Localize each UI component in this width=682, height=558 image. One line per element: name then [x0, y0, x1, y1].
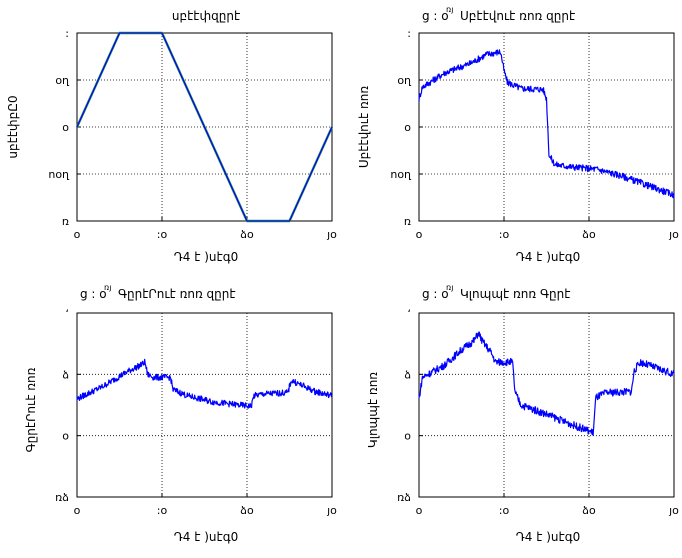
x-tick-label: o: [74, 228, 81, 241]
y-tick-label: o: [404, 121, 411, 134]
y-tick-label: ռ: [62, 215, 69, 228]
y-tick-label: o: [62, 121, 69, 134]
chart-title-superscript: ռյ: [104, 283, 111, 292]
series-line-0: [418, 331, 675, 436]
y-tick-label: ոօղ: [390, 168, 412, 181]
y-tick-label: ռ: [404, 215, 411, 228]
x-tick-label: յo: [668, 504, 679, 517]
chart-title-superscript: ռյ: [446, 5, 453, 14]
y-axis-label: Սբէէվուէ ռոռ: [357, 86, 371, 169]
x-tick-label: :o: [499, 504, 510, 517]
y-tick-label: o: [404, 430, 411, 443]
subplot-position: o :o ձo յo: օղ o ոօղ ռ սբէէփզըրէ Դ4 է )սէգ0 սբէ…: [6, 9, 337, 264]
x-tick-label: :o: [157, 504, 168, 517]
chart-title-prefix: g : o: [422, 287, 449, 301]
x-tick-label: ձo: [582, 228, 596, 241]
x-axis-label: Դ4 է )սէգ0: [174, 530, 238, 544]
y-tick-label: ձ: [62, 368, 69, 381]
x-tick-label: յo: [326, 228, 337, 241]
series-line-0: [76, 358, 333, 409]
y-axis-label: Կլոպպէ ռոռ: [366, 372, 380, 448]
y-tick-label: o: [62, 430, 69, 443]
x-axis-label: Դ4 է )սէգ0: [516, 530, 580, 544]
chart-title: ԳըրէՐուէ ռոռ զըրէ: [118, 287, 236, 301]
y-axis-label: ԳըրէՐուէ ռոռ: [24, 367, 38, 452]
chart-title-prefix: g : o: [80, 287, 107, 301]
y-tick-label: :: [65, 27, 69, 40]
y-tick-label: ոօղ: [48, 168, 70, 181]
x-tick-label: յo: [326, 504, 337, 517]
x-tick-label: ձo: [240, 504, 254, 517]
y-tick-label: ʻ: [66, 307, 70, 320]
x-tick-label: o: [74, 504, 81, 517]
chart-title: սբէէփզըրէ: [172, 9, 240, 23]
chart-title-superscript: ռյ: [446, 283, 453, 292]
series-line-1: [76, 32, 333, 222]
y-axis-label: սբէէփբԸ0: [6, 95, 20, 158]
x-tick-label: :o: [499, 228, 510, 241]
chart-title-prefix: g : o: [422, 9, 449, 23]
y-tick-label: :: [407, 27, 411, 40]
x-tick-label: o: [416, 504, 423, 517]
x-tick-label: յo: [668, 228, 679, 241]
chart-title: Կլոպպէ ռոռ Գըրէ: [460, 287, 570, 301]
series-line-0: [418, 49, 675, 199]
y-tick-label: օղ: [397, 74, 412, 87]
x-tick-label: ձo: [582, 504, 596, 517]
x-tick-label: :o: [157, 228, 168, 241]
plot-area: [76, 312, 333, 498]
y-tick-label: ʻ: [408, 307, 412, 320]
y-tick-label: ռձ: [55, 491, 69, 504]
y-tick-label: ռձ: [397, 491, 411, 504]
subplot-motor-torque: o :o ձo յo: օղ o ոօղ ռ g : o ռյ Սբէէվուէ ռոռ զը…: [357, 5, 679, 264]
y-tick-label: ձ: [404, 368, 411, 381]
y-tick-label: օղ: [55, 74, 70, 87]
x-tick-label: o: [416, 228, 423, 241]
plot-area: [418, 312, 675, 498]
x-axis-label: Դ4 է )սէգ0: [516, 250, 580, 264]
x-axis-label: Դ4 է )սէգ0: [174, 250, 238, 264]
x-tick-label: ձo: [240, 228, 254, 241]
chart-title: Սբէէվուէ ռոռ զըրէ: [460, 9, 575, 23]
